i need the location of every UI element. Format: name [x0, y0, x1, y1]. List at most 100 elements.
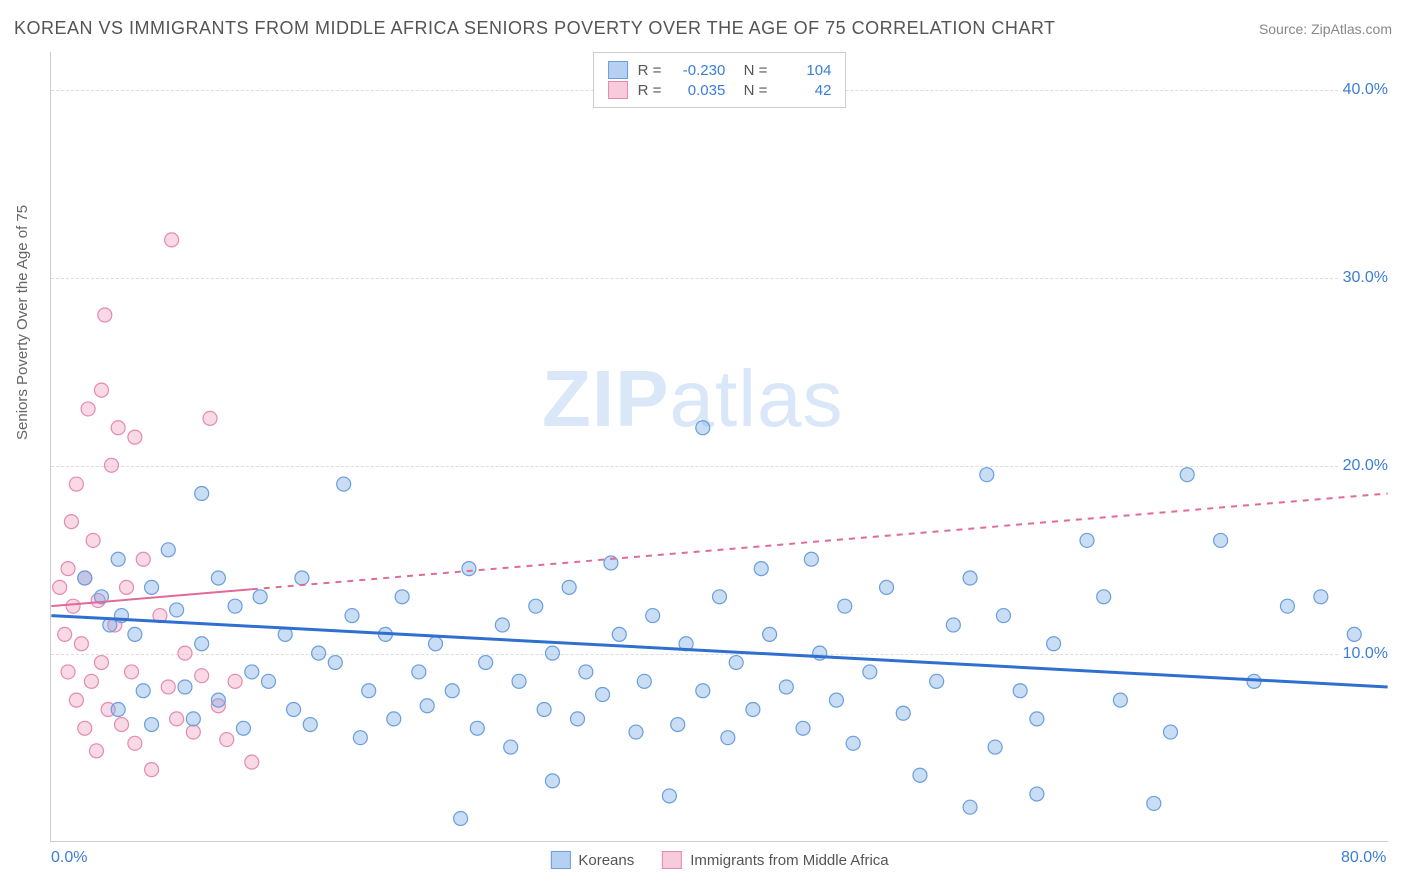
data-point — [69, 693, 83, 707]
data-point — [930, 674, 944, 688]
data-point — [104, 458, 118, 472]
data-point — [1347, 627, 1361, 641]
data-point — [111, 421, 125, 435]
data-point — [545, 774, 559, 788]
data-point — [115, 718, 129, 732]
data-point — [81, 402, 95, 416]
swatch-blue-icon — [550, 851, 570, 869]
data-point — [529, 599, 543, 613]
data-point — [74, 637, 88, 651]
data-point — [253, 590, 267, 604]
data-point — [946, 618, 960, 632]
legend-item-mafrica: Immigrants from Middle Africa — [662, 851, 888, 869]
data-point — [504, 740, 518, 754]
data-point — [863, 665, 877, 679]
data-point — [829, 693, 843, 707]
x-tick-label: 0.0% — [51, 849, 87, 867]
data-point — [662, 789, 676, 803]
data-point — [89, 744, 103, 758]
data-point — [111, 703, 125, 717]
data-point — [420, 699, 434, 713]
data-point — [66, 599, 80, 613]
data-point — [362, 684, 376, 698]
data-point — [1047, 637, 1061, 651]
chart-title: KOREAN VS IMMIGRANTS FROM MIDDLE AFRICA … — [14, 18, 1056, 39]
data-point — [1030, 712, 1044, 726]
data-point — [763, 627, 777, 641]
data-point — [69, 477, 83, 491]
data-point — [512, 674, 526, 688]
data-point — [78, 571, 92, 585]
legend-label-pink: Immigrants from Middle Africa — [690, 852, 888, 869]
data-point — [596, 687, 610, 701]
data-point — [479, 656, 493, 670]
data-point — [170, 712, 184, 726]
data-point — [838, 599, 852, 613]
data-point — [145, 763, 159, 777]
data-point — [612, 627, 626, 641]
data-point — [262, 674, 276, 688]
data-point — [696, 421, 710, 435]
data-point — [287, 703, 301, 717]
r-label: R = — [638, 62, 662, 79]
data-point — [178, 680, 192, 694]
swatch-pink-icon — [608, 81, 628, 99]
data-point — [128, 430, 142, 444]
data-point — [462, 562, 476, 576]
data-point — [1097, 590, 1111, 604]
data-point — [337, 477, 351, 491]
data-point — [796, 721, 810, 735]
data-point — [1314, 590, 1328, 604]
data-point — [988, 740, 1002, 754]
data-point — [161, 680, 175, 694]
data-point — [128, 627, 142, 641]
n-value-blue: 104 — [777, 62, 831, 79]
data-point — [846, 736, 860, 750]
data-point — [696, 684, 710, 698]
data-point — [245, 755, 259, 769]
data-point — [980, 468, 994, 482]
data-point — [145, 580, 159, 594]
data-point — [125, 665, 139, 679]
data-point — [562, 580, 576, 594]
data-point — [61, 665, 75, 679]
data-point — [729, 656, 743, 670]
data-point — [754, 562, 768, 576]
data-point — [94, 656, 108, 670]
data-point — [228, 674, 242, 688]
data-point — [78, 721, 92, 735]
y-axis-label: Seniors Poverty Over the Age of 75 — [14, 205, 31, 440]
data-point — [211, 571, 225, 585]
data-point — [545, 646, 559, 660]
data-point — [395, 590, 409, 604]
n-label: N = — [735, 82, 767, 99]
data-point — [1013, 684, 1027, 698]
data-point — [211, 693, 225, 707]
data-point — [195, 486, 209, 500]
data-point — [445, 684, 459, 698]
data-point — [880, 580, 894, 594]
data-point — [470, 721, 484, 735]
data-point — [1180, 468, 1194, 482]
data-point — [996, 609, 1010, 623]
data-point — [186, 725, 200, 739]
data-point — [228, 599, 242, 613]
data-point — [1147, 796, 1161, 810]
data-point — [128, 736, 142, 750]
data-point — [353, 731, 367, 745]
data-point — [312, 646, 326, 660]
swatch-blue-icon — [608, 61, 628, 79]
data-point — [779, 680, 793, 694]
data-point — [1080, 533, 1094, 547]
data-point — [328, 656, 342, 670]
data-point — [236, 721, 250, 735]
r-label: R = — [638, 82, 662, 99]
data-point — [495, 618, 509, 632]
data-point — [136, 552, 150, 566]
data-point — [84, 674, 98, 688]
data-point — [303, 718, 317, 732]
data-point — [713, 590, 727, 604]
data-point — [629, 725, 643, 739]
legend-label-blue: Koreans — [578, 852, 634, 869]
data-point — [170, 603, 184, 617]
